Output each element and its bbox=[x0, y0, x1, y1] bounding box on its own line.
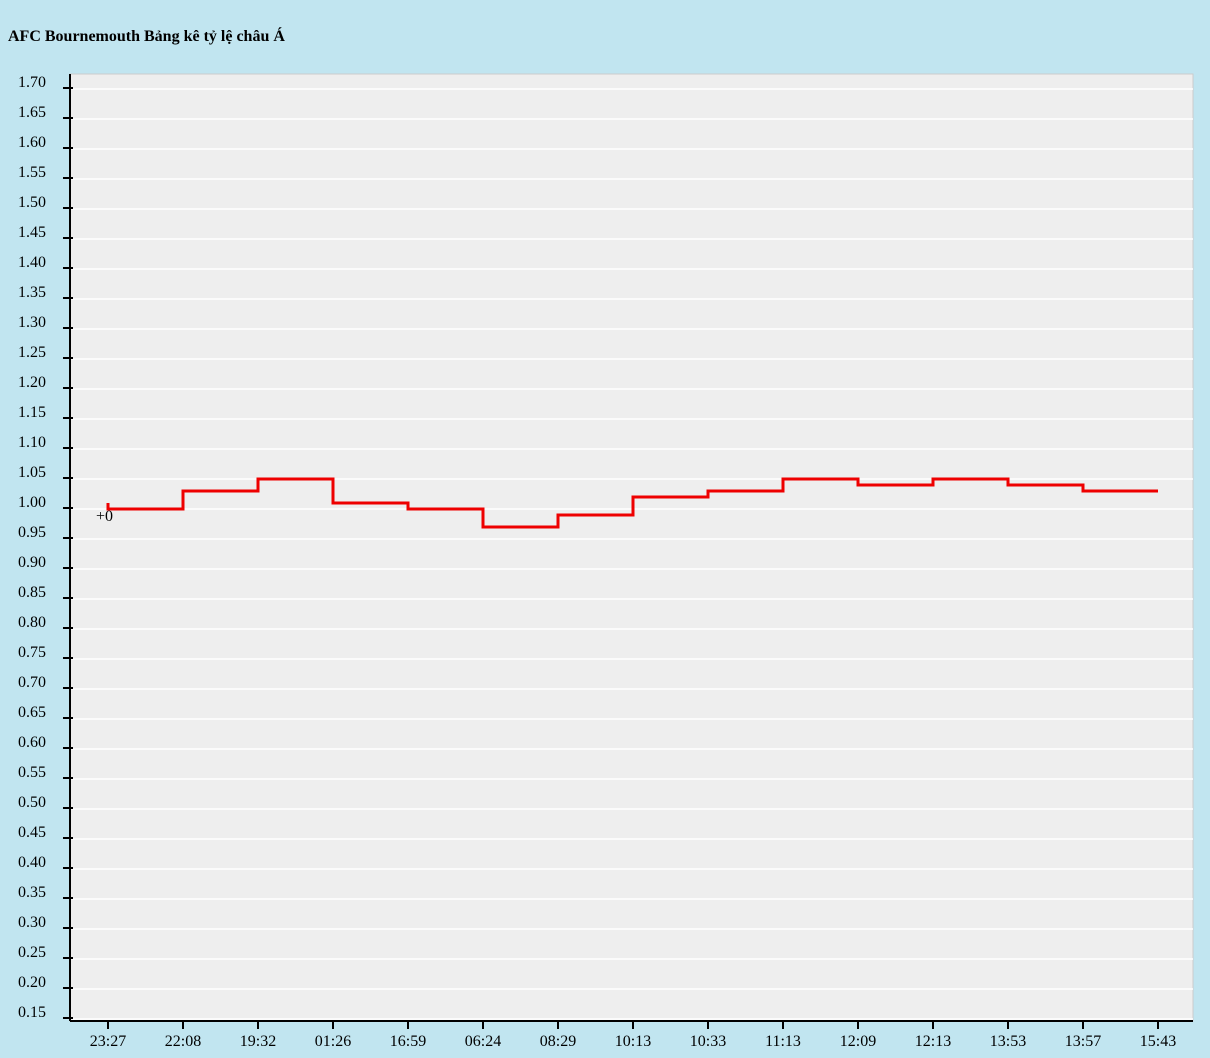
y-tick-label: 0.50 bbox=[18, 794, 46, 811]
x-tick-label: 22:08 bbox=[165, 1033, 201, 1050]
y-tick-label: 1.10 bbox=[18, 434, 46, 451]
x-axis-ticks: 23:27 22:08 19:32 01:26 16:59 06:24 08:29 10:13… bbox=[90, 1021, 1176, 1050]
y-tick-label: 1.65 bbox=[18, 104, 46, 121]
y-tick-label: 0.65 bbox=[18, 704, 46, 721]
y-tick-label: 1.45 bbox=[18, 224, 46, 241]
y-tick-label: 0.35 bbox=[18, 884, 46, 901]
y-tick-label: 1.20 bbox=[18, 374, 46, 391]
y-tick-label: 0.85 bbox=[18, 584, 46, 601]
x-tick-label: 11:13 bbox=[765, 1033, 801, 1050]
y-tick-label: 1.25 bbox=[18, 344, 46, 361]
y-tick-label: 0.40 bbox=[18, 854, 46, 871]
series-line bbox=[106, 477, 1158, 529]
y-tick-label: 1.00 bbox=[18, 494, 46, 511]
y-tick-label: 1.30 bbox=[18, 314, 46, 331]
series: +0 bbox=[96, 477, 1158, 529]
y-tick-label: 1.05 bbox=[18, 464, 46, 481]
y-tick-label: 1.60 bbox=[18, 134, 46, 151]
x-tick-label: 23:27 bbox=[90, 1033, 126, 1050]
y-tick-label: 0.20 bbox=[18, 974, 46, 991]
x-tick-label: 19:32 bbox=[240, 1033, 276, 1050]
y-tick-label: 0.60 bbox=[18, 734, 46, 751]
y-tick-label: 1.55 bbox=[18, 164, 46, 181]
x-tick-label: 16:59 bbox=[390, 1033, 426, 1050]
x-tick-label: 10:33 bbox=[690, 1033, 726, 1050]
y-tick-label: 0.80 bbox=[18, 614, 46, 631]
grid-lines bbox=[70, 88, 1193, 1020]
y-tick-label: 1.40 bbox=[18, 254, 46, 271]
x-tick-label: 15:43 bbox=[1140, 1033, 1176, 1050]
x-tick-label: 01:26 bbox=[315, 1033, 351, 1050]
y-tick-label: 0.75 bbox=[18, 644, 46, 661]
x-tick-label: 10:13 bbox=[615, 1033, 651, 1050]
y-tick-label: 0.90 bbox=[18, 554, 46, 571]
y-tick-label: 1.35 bbox=[18, 284, 46, 301]
annotation-label: +0 bbox=[96, 508, 113, 525]
y-tick-label: 1.70 bbox=[18, 74, 46, 91]
y-tick-label: 0.25 bbox=[18, 944, 46, 961]
y-tick-label: 0.30 bbox=[18, 914, 46, 931]
x-tick-label: 12:13 bbox=[915, 1033, 951, 1050]
y-tick-label: 1.50 bbox=[18, 194, 46, 211]
x-tick-label: 12:09 bbox=[840, 1033, 876, 1050]
y-axis-ticks: 0.15 0.20 0.25 0.30 0.35 0.40 0.45 0.50 0.55 0.60… bbox=[18, 74, 73, 1021]
y-tick-label: 0.55 bbox=[18, 764, 46, 781]
x-tick-label: 08:29 bbox=[540, 1033, 576, 1050]
y-tick-label: 0.15 bbox=[18, 1004, 46, 1021]
y-tick-label: 0.70 bbox=[18, 674, 46, 691]
y-tick-label: 0.95 bbox=[18, 524, 46, 541]
x-tick-label: 13:57 bbox=[1065, 1033, 1101, 1050]
chart-title: AFC Bournemouth Bảng kê tỷ lệ châu Á bbox=[8, 28, 285, 45]
y-tick-label: 0.45 bbox=[18, 824, 46, 841]
x-tick-label: 06:24 bbox=[465, 1033, 501, 1050]
y-tick-label: 1.15 bbox=[18, 404, 46, 421]
plot-background bbox=[69, 73, 1194, 1022]
x-tick-label: 13:53 bbox=[990, 1033, 1026, 1050]
